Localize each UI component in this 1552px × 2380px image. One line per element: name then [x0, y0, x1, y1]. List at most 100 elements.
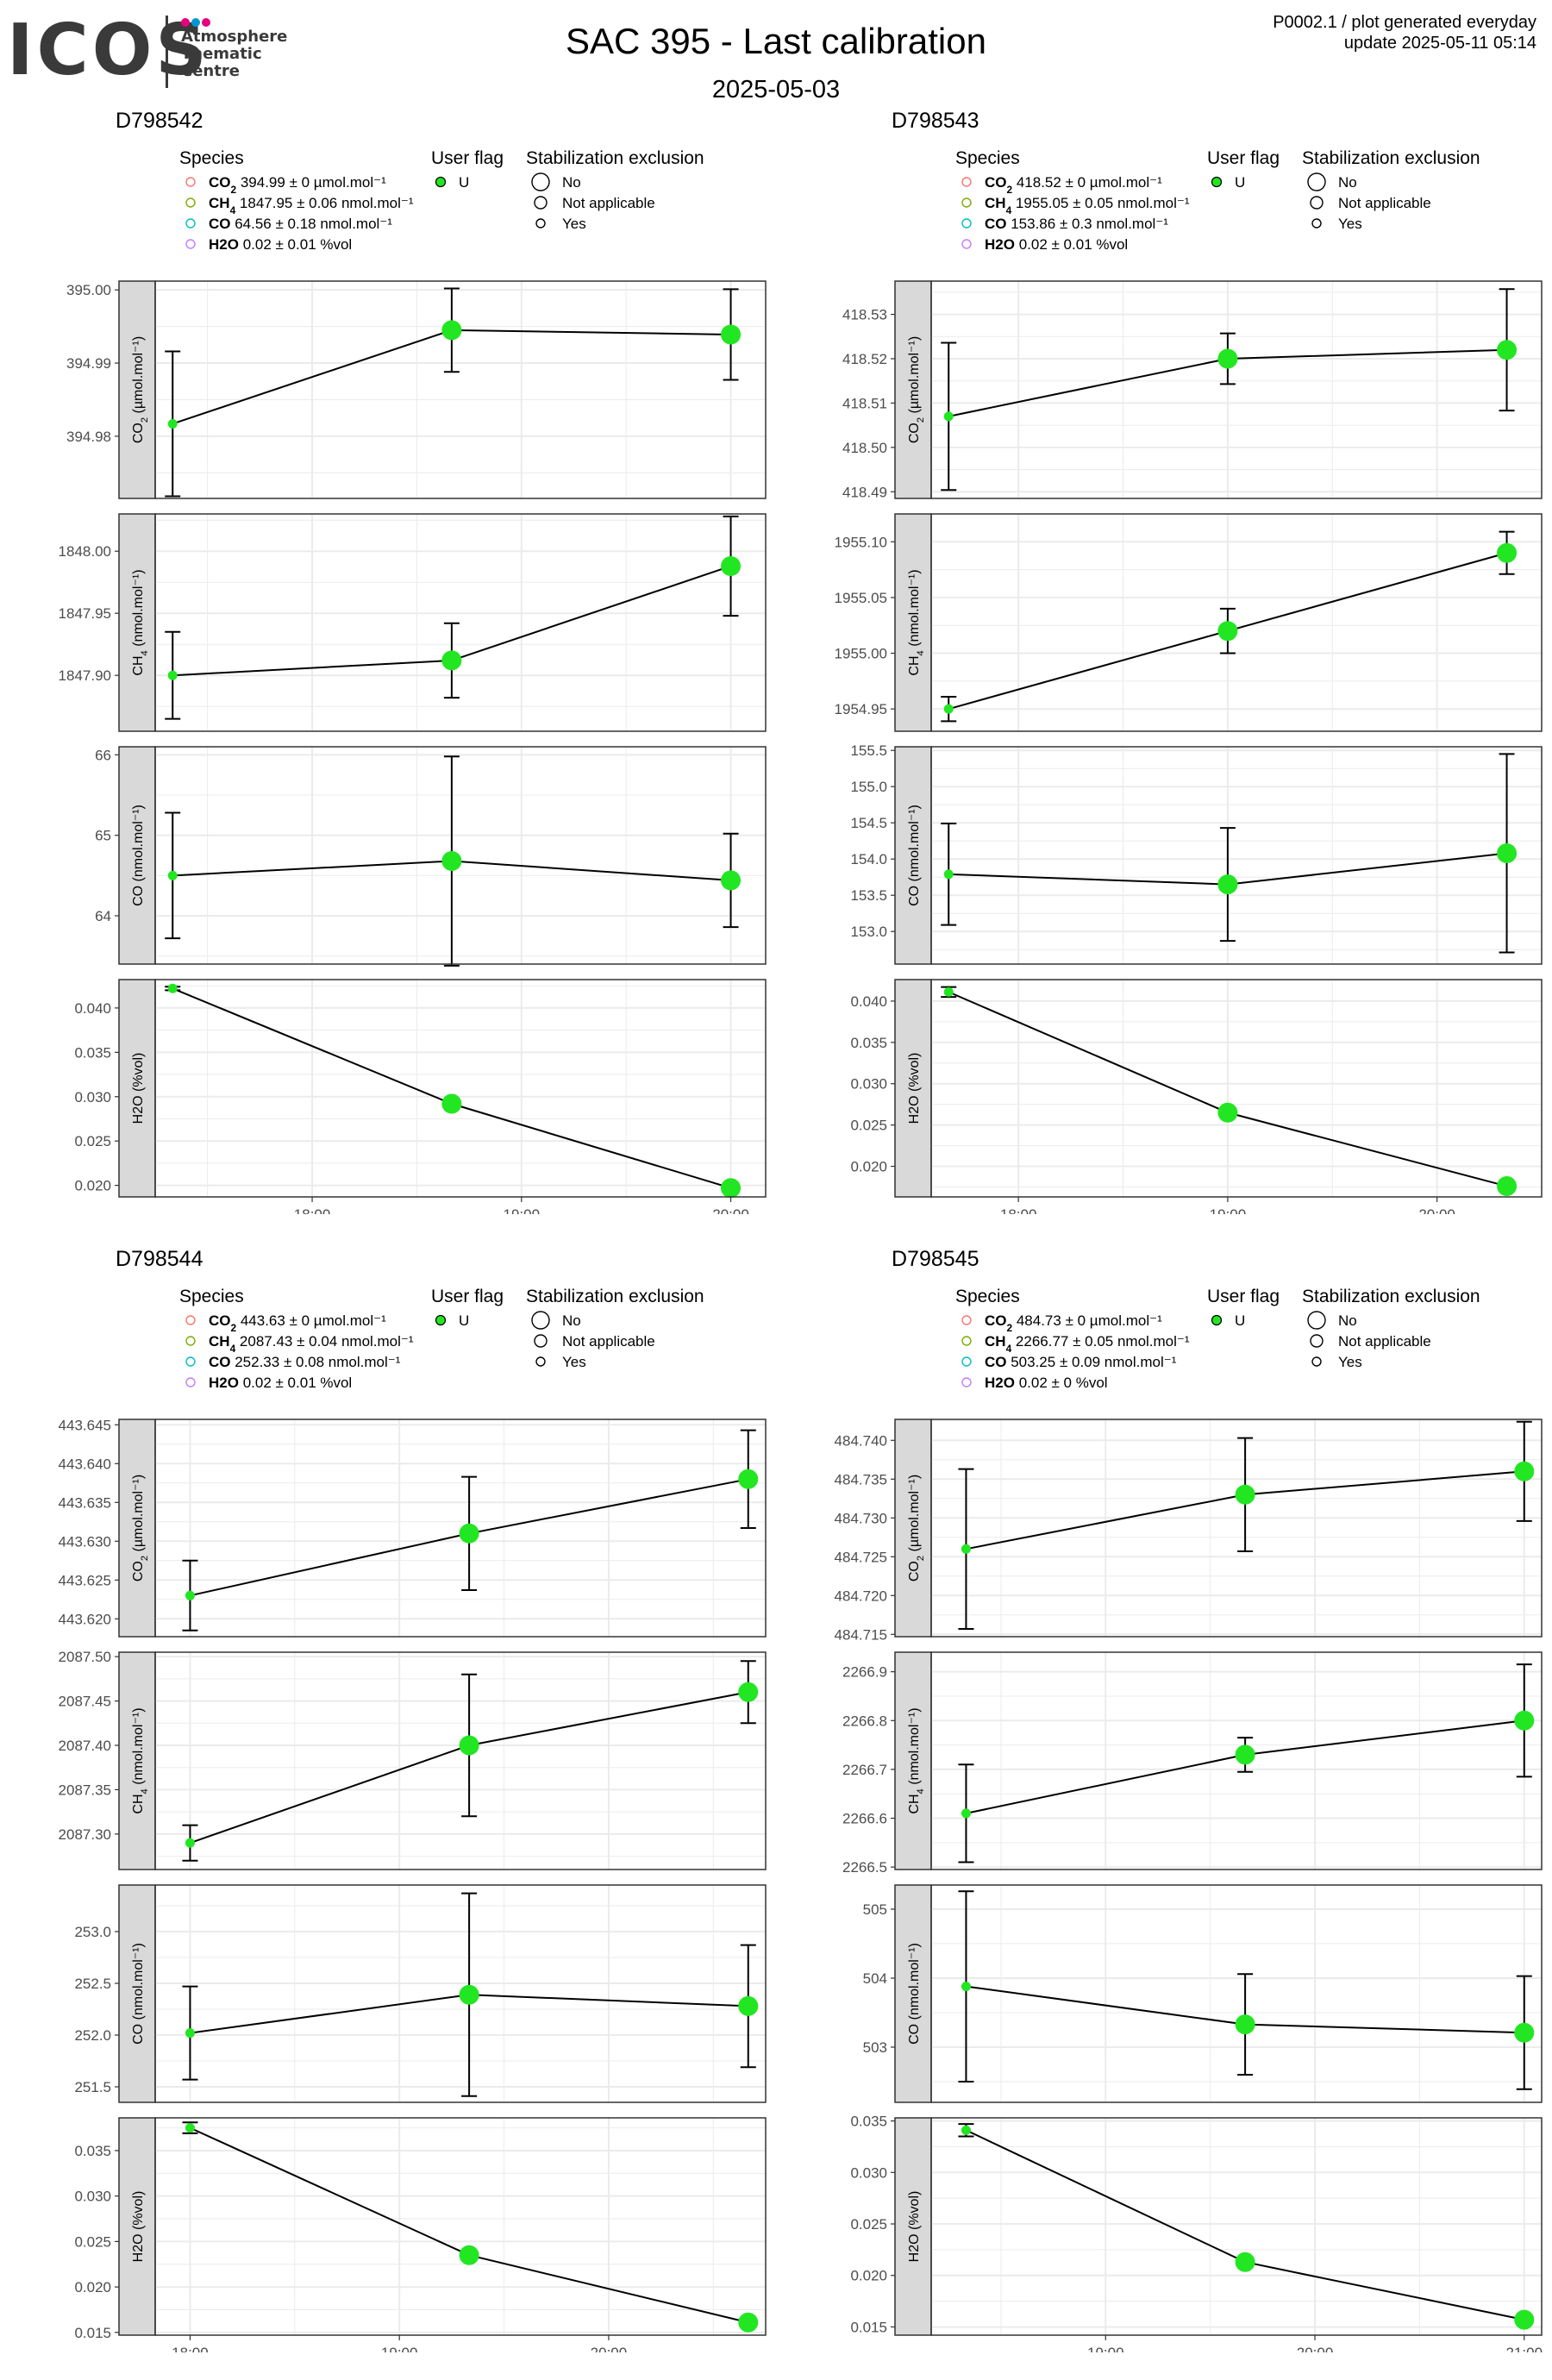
legend-species-entry: H2O 0.02 ± 0 %vol: [985, 1375, 1108, 1391]
y-tick-label: 252.5: [74, 1976, 111, 1992]
legend-species-marker: [961, 197, 972, 208]
facet-border: [154, 2117, 767, 2336]
logo-text-line: Atmosphere: [181, 28, 288, 46]
y-tick-label: 0.030: [74, 2189, 111, 2205]
data-point: [943, 704, 954, 714]
facet-border: [154, 513, 767, 732]
legend-species-marker: [961, 1377, 972, 1387]
data-point: [441, 1093, 462, 1114]
y-tick-label: 253.0: [74, 1924, 111, 1940]
logo-dot: [191, 18, 200, 27]
cylinder-id: D798542: [116, 109, 203, 133]
logo-dot: [181, 18, 190, 27]
data-point: [441, 650, 462, 671]
legend-stab-marker: [534, 1334, 548, 1348]
facet-border: [930, 2117, 1543, 2336]
legend-stab-marker: [1311, 218, 1322, 229]
legend-species-entry: CO 252.33 ± 0.08 nmol.mol⁻¹: [209, 1354, 401, 1370]
facet-border: [154, 979, 767, 1198]
x-tick-label: 19:00: [1210, 1206, 1247, 1214]
x-tick-label: 19:00: [504, 1206, 541, 1214]
legend-flag-marker: [435, 176, 447, 188]
facet-ch4: CH4 (nmol.mol⁻¹) 2087.30 2087.35 2087.40 208…: [59, 1649, 767, 1870]
legend-species-entry: CO2 443.63 ± 0 µmol.mol⁻¹: [209, 1312, 386, 1334]
y-tick-label: 251.5: [74, 2079, 111, 2095]
legend-species-entry: CH4 1955.05 ± 0.05 nmol.mol⁻¹: [985, 195, 1190, 216]
y-tick-label: 0.040: [74, 1000, 111, 1017]
legend-stab-label: Yes: [562, 216, 586, 232]
legend-stab-title: Stabilization exclusion: [1302, 1287, 1480, 1306]
y-tick-label: 418.53: [842, 307, 887, 323]
data-point: [1235, 2014, 1255, 2035]
y-tick-label: 2266.7: [842, 1762, 887, 1778]
facet-strip: [118, 513, 156, 732]
facet-h2o: H2O (%vol) 0.020 0.025 0.030 0.035 0.040: [850, 979, 1543, 1198]
facet-axis-label: H2O (%vol): [131, 1053, 146, 1124]
legend-species-entry: CH4 2087.43 ± 0.04 nmol.mol⁻¹: [209, 1333, 414, 1355]
data-point: [1235, 2252, 1255, 2272]
y-tick-label: 0.020: [850, 2268, 887, 2284]
legend-species-entry: CH4 1847.95 ± 0.06 nmol.mol⁻¹: [209, 195, 414, 216]
legend-flag-title: User flag: [431, 148, 504, 168]
series-line: [172, 987, 731, 1189]
y-tick-label: 443.620: [59, 1611, 111, 1627]
legend-stab-label: Not applicable: [1338, 1333, 1431, 1350]
x-tick-label: 20:00: [1297, 2345, 1334, 2352]
y-tick-label: 418.52: [842, 351, 887, 367]
data-point: [185, 1838, 195, 1848]
y-tick-label: 252.0: [74, 2027, 111, 2044]
y-tick-label: 0.040: [850, 993, 887, 1010]
legend-species-marker: [961, 177, 972, 187]
x-tick-label: 18:00: [294, 1206, 331, 1214]
x-tick-label: 19:00: [1087, 2345, 1124, 2352]
y-tick-label: 503: [863, 2039, 887, 2056]
y-tick-label: 443.640: [59, 1456, 111, 1472]
data-point: [961, 1544, 971, 1554]
y-tick-label: 394.99: [66, 355, 111, 372]
legend-species-marker: [185, 239, 196, 249]
y-tick-label: 1955.05: [835, 590, 887, 606]
y-tick-label: 484.725: [835, 1549, 887, 1565]
y-tick-label: 418.50: [842, 440, 887, 456]
logo-text-line: Thematic: [181, 45, 262, 63]
data-point: [1514, 2309, 1535, 2330]
facet-co: CO (nmol.mol⁻¹) 153.0 153.5 154.0 154.5 155.0…: [850, 742, 1543, 965]
legend-flag-marker: [435, 1314, 447, 1326]
y-tick-label: 0.015: [74, 2325, 111, 2341]
legend-flag-title: User flag: [1207, 148, 1280, 168]
logo-text-line: Centre: [181, 62, 240, 80]
x-tick-label: 20:00: [591, 2345, 628, 2352]
facet-axis-label: H2O (%vol): [907, 2191, 922, 2263]
y-tick-label: 0.030: [850, 1076, 887, 1093]
facet-strip: [894, 1884, 932, 2103]
data-point: [459, 1984, 479, 2005]
update-timestamp: update 2025-05-11 05:14: [1343, 34, 1536, 53]
legend-species-marker: [185, 1377, 196, 1387]
legend-stab-marker: [1310, 1334, 1324, 1348]
y-tick-label: 1847.95: [59, 605, 111, 622]
cylinder-id: D798545: [892, 1247, 979, 1271]
data-point: [721, 870, 742, 891]
data-point: [1235, 1484, 1255, 1505]
chart-panel-cylinder: D798543 Species CO2 418.52 ± 0 µmol.mol⁻¹ C…: [776, 102, 1552, 1214]
y-tick-label: 418.49: [842, 484, 887, 500]
facet-border: [154, 1419, 767, 1638]
y-tick-label: 1848.00: [59, 543, 111, 560]
y-tick-label: 153.5: [850, 887, 887, 904]
legend-flag-marker: [1211, 176, 1223, 188]
facet-h2o: H2O (%vol) 0.020 0.025 0.030 0.035 0.040: [74, 979, 767, 1199]
data-point: [1514, 1710, 1535, 1731]
data-point: [943, 411, 954, 422]
facet-axis-label: CO2 (µmol.mol⁻¹): [131, 336, 150, 443]
data-point: [167, 870, 178, 880]
legend-species-entry: H2O 0.02 ± 0.01 %vol: [985, 236, 1128, 253]
legend-species-entry: CO2 418.52 ± 0 µmol.mol⁻¹: [985, 174, 1162, 196]
y-tick-label: 418.51: [842, 395, 887, 411]
legend-species-marker: [185, 1315, 196, 1325]
legend-stab-label: No: [1338, 174, 1357, 191]
data-point: [961, 2125, 971, 2135]
data-point: [721, 324, 742, 345]
page-title: SAC 395 - Last calibration: [566, 21, 986, 61]
y-tick-label: 2266.5: [842, 1859, 887, 1876]
